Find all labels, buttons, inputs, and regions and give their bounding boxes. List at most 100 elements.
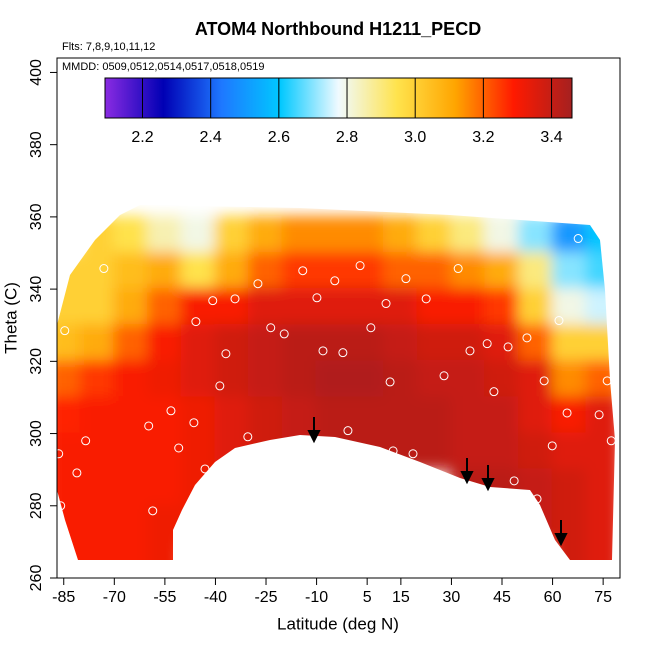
y-axis-title: Theta (C) xyxy=(1,282,20,354)
field-cell xyxy=(79,396,116,435)
field-cell xyxy=(517,396,554,435)
field-cell xyxy=(281,396,318,435)
field-cell xyxy=(113,540,150,560)
field-cell xyxy=(180,288,217,327)
field-cell xyxy=(147,360,183,399)
field-cell xyxy=(551,324,588,363)
field-cell xyxy=(551,252,588,291)
observation-point xyxy=(381,299,391,309)
observation-point xyxy=(57,501,66,511)
field-cell xyxy=(383,360,419,399)
observation-point xyxy=(482,339,492,349)
field-cell xyxy=(281,252,318,291)
field-cell xyxy=(484,324,520,363)
field-cell xyxy=(585,252,615,291)
field-cell xyxy=(113,215,150,254)
observation-point xyxy=(81,436,91,446)
colorbar-tick-label: 2.8 xyxy=(336,129,358,146)
field-cell xyxy=(315,396,352,435)
field-cell xyxy=(585,504,615,543)
field-cell xyxy=(248,288,284,327)
field-cell xyxy=(113,504,150,543)
field-cell xyxy=(315,252,352,291)
field-cell xyxy=(416,360,453,399)
field-cell xyxy=(214,252,251,291)
field-cell xyxy=(517,215,554,254)
observation-point xyxy=(343,426,353,436)
field-cell xyxy=(484,396,520,435)
observation-point xyxy=(489,387,499,397)
field-cell xyxy=(585,288,615,327)
observation-point xyxy=(60,326,70,336)
field-cell xyxy=(113,288,150,327)
field-cell xyxy=(517,324,554,363)
field-cell xyxy=(180,215,217,254)
field-cell xyxy=(349,215,386,254)
y-tick-label: 280 xyxy=(28,492,45,519)
observation-point xyxy=(266,323,276,333)
observation-point xyxy=(338,348,348,358)
colorbar-ticks: 2.2 2.4 2.6 2.8 3.0 3.2 3.4 xyxy=(131,78,563,146)
observation-point xyxy=(148,506,158,516)
field-cell xyxy=(349,324,386,363)
field-cell xyxy=(214,396,251,435)
field-cell xyxy=(383,324,419,363)
field-cell xyxy=(517,504,554,543)
x-tick-label: 30 xyxy=(443,589,461,606)
field-cell xyxy=(57,288,82,327)
observation-point xyxy=(594,410,604,420)
field-cell xyxy=(517,288,554,327)
field-cell xyxy=(281,288,318,327)
arrow-head xyxy=(554,533,568,547)
field-cell xyxy=(517,252,554,291)
field-cell xyxy=(57,252,82,291)
colorbar-tick-label: 3.2 xyxy=(472,129,494,146)
field-cell xyxy=(585,432,615,471)
field-cell xyxy=(79,468,116,507)
field-cell xyxy=(180,396,217,435)
field-cell xyxy=(57,540,82,560)
plot-area xyxy=(57,215,616,560)
field-cell xyxy=(147,504,183,543)
x-tick-label: 75 xyxy=(594,589,612,606)
observation-point xyxy=(166,406,176,416)
observation-point xyxy=(230,294,240,304)
observation-point xyxy=(99,264,109,274)
field-cell xyxy=(315,288,352,327)
field-cell xyxy=(349,432,386,471)
field-cell xyxy=(248,432,284,471)
observation-point xyxy=(72,468,82,478)
field-cell xyxy=(214,288,251,327)
axes: -85 -70 -55 -40 -25 -10 5 15 30 45 60 75 260 280 300 32… xyxy=(28,59,612,606)
field-cell xyxy=(416,396,453,435)
field-cell xyxy=(113,324,150,363)
field-cell xyxy=(551,468,588,507)
field-cell xyxy=(551,360,588,399)
field-cell xyxy=(79,360,116,399)
observation-point xyxy=(532,494,542,504)
field-cell xyxy=(484,360,520,399)
observation-point xyxy=(439,371,449,381)
field-cell xyxy=(147,396,183,435)
field-cell xyxy=(383,215,419,254)
arrow-head xyxy=(481,478,495,492)
field-cell xyxy=(517,468,554,507)
field xyxy=(57,215,615,560)
field-cell xyxy=(147,215,183,254)
x-tick-label: -40 xyxy=(204,589,227,606)
field-cell xyxy=(113,432,150,471)
field-cell xyxy=(484,432,520,471)
x-tick-label: -85 xyxy=(52,589,75,606)
colorbar-tick-label: 3.4 xyxy=(540,129,562,146)
field-cell xyxy=(484,215,520,254)
field-cell xyxy=(551,432,588,471)
flights-note: Flts: 7,8,9,10,11,12 xyxy=(62,41,155,53)
field-cell xyxy=(57,396,82,435)
field-cell xyxy=(383,252,419,291)
field-cell xyxy=(57,360,82,399)
field-cell xyxy=(416,432,453,471)
observation-point xyxy=(465,346,475,356)
field-cell xyxy=(450,324,487,363)
field-cell xyxy=(113,252,150,291)
field-cell xyxy=(281,324,318,363)
